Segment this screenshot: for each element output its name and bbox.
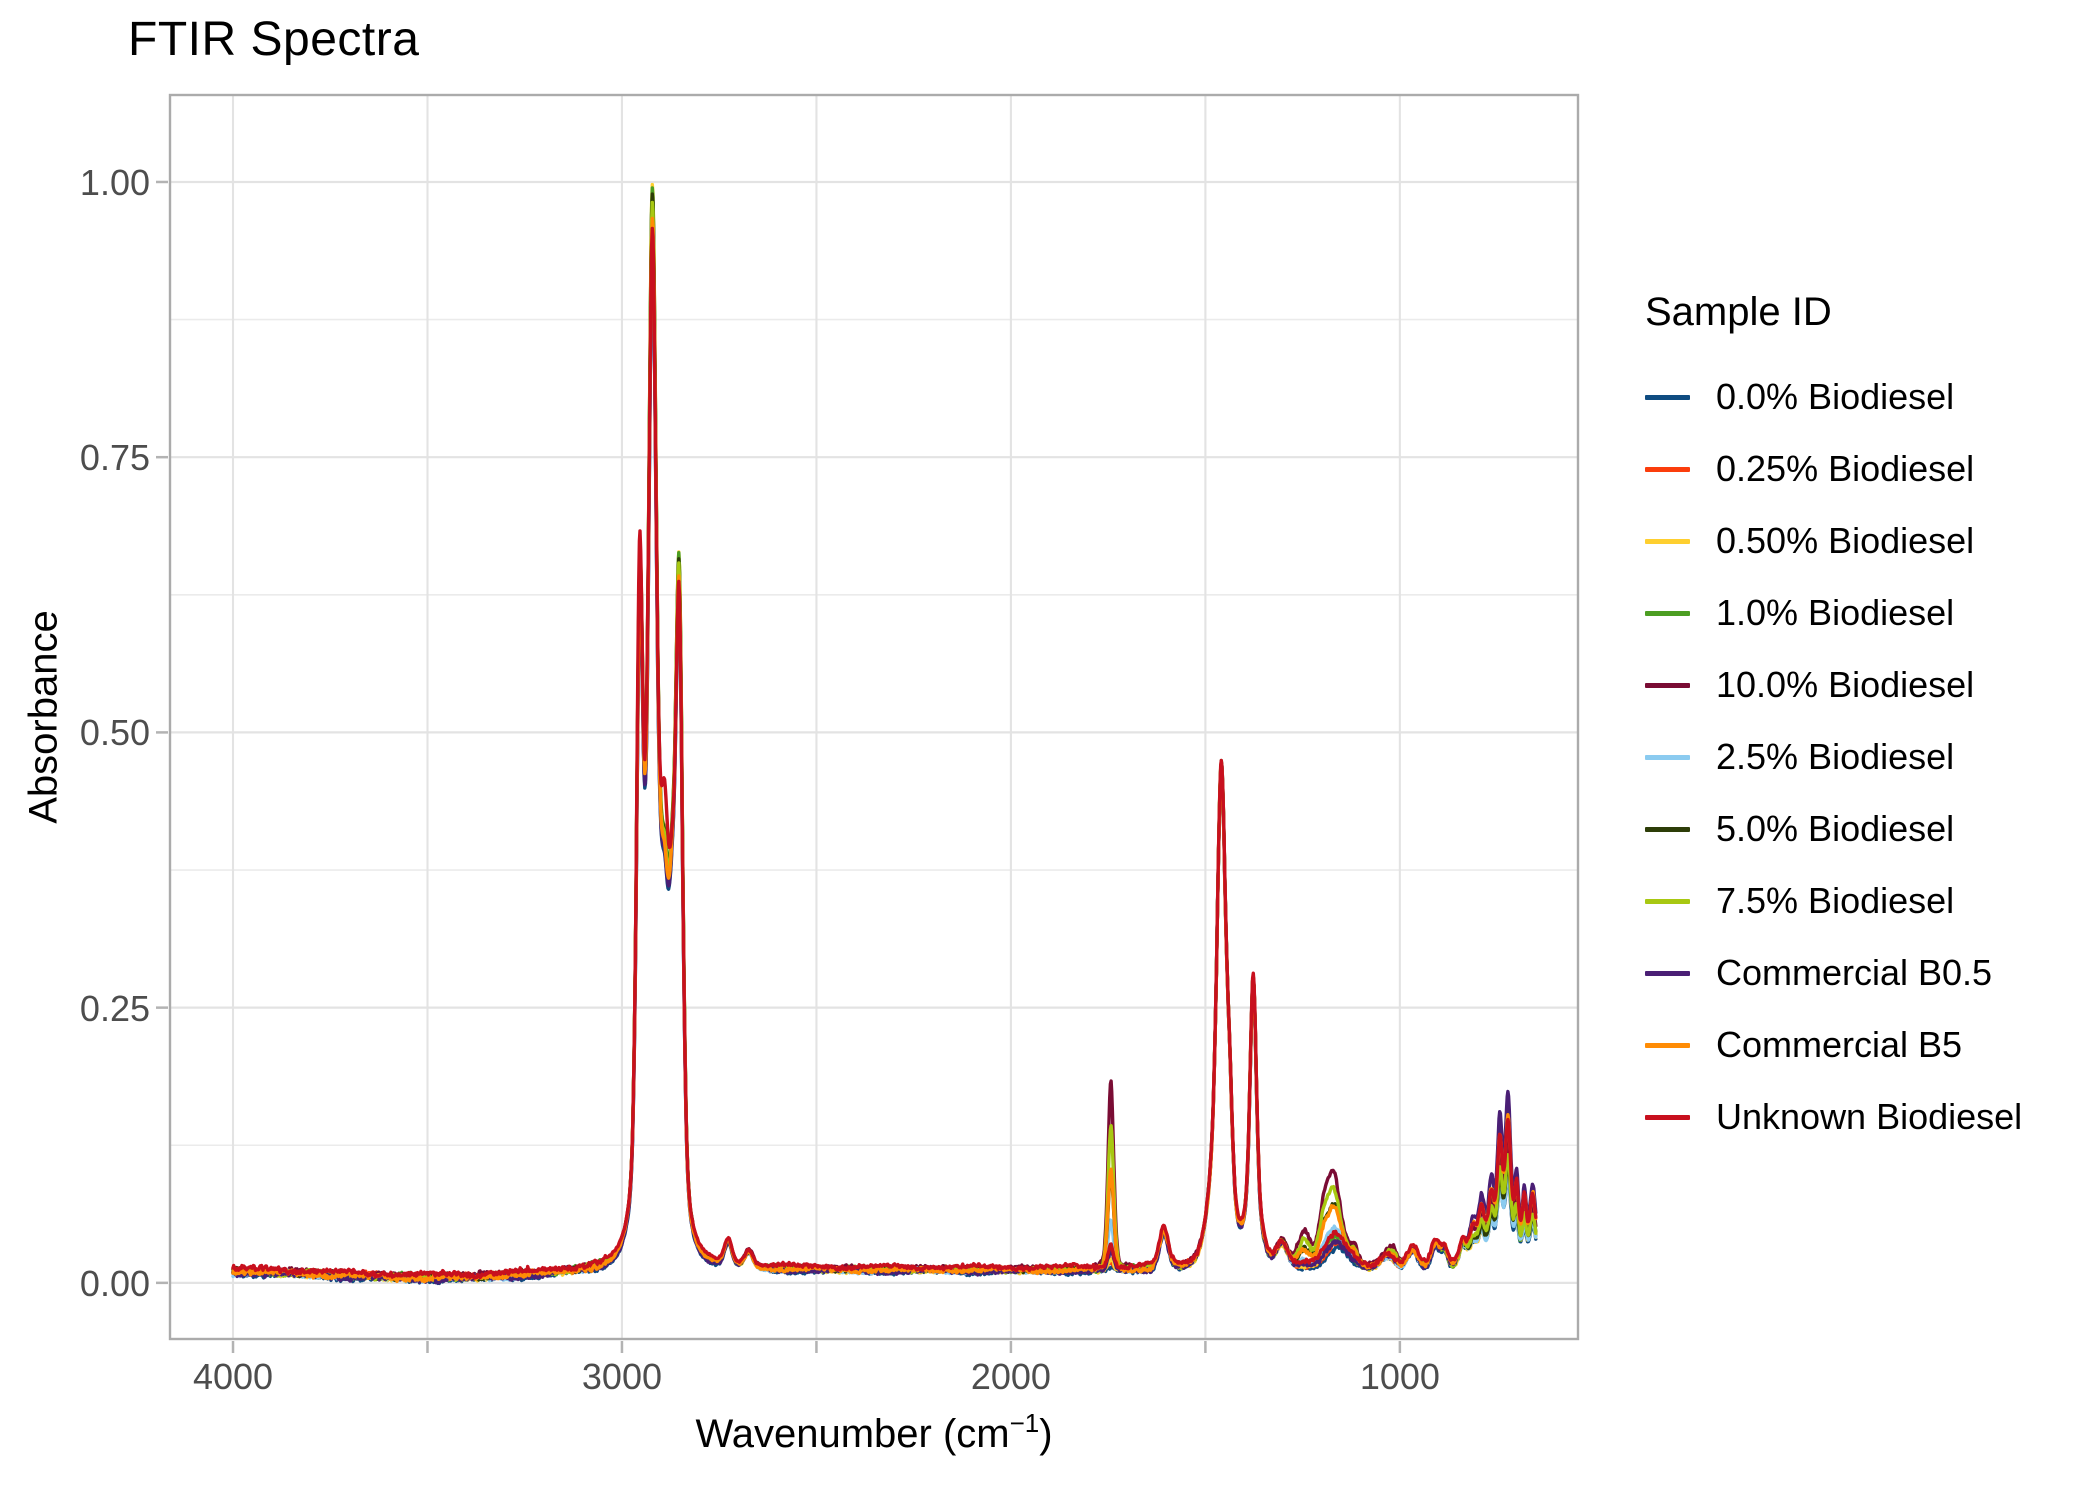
y-tick-label: 0.25 bbox=[79, 987, 150, 1029]
x-tick-label: 4000 bbox=[192, 1356, 274, 1397]
legend-item-label: Unknown Biodiesel bbox=[1716, 1096, 2023, 1137]
x-tick-label: 1000 bbox=[1359, 1356, 1440, 1397]
x-axis-title-close: ) bbox=[1039, 1412, 1053, 1456]
legend-key-line bbox=[1645, 970, 1690, 976]
legend-item: 10.0% Biodiesel bbox=[1645, 649, 2022, 721]
legend-key-line bbox=[1645, 394, 1690, 400]
legend-item: 0.25% Biodiesel bbox=[1645, 433, 2022, 505]
legend-item: 0.0% Biodiesel bbox=[1645, 361, 2022, 433]
legend-key-line bbox=[1645, 538, 1690, 544]
spectrum-line-commercial-b5 bbox=[231, 216, 1538, 1284]
spectrum-line-unknown-biodiesel bbox=[231, 226, 1538, 1280]
legend-item: Commercial B5 bbox=[1645, 1009, 2022, 1081]
legend-item: 2.5% Biodiesel bbox=[1645, 721, 2022, 793]
legend-item: 7.5% Biodiesel bbox=[1645, 865, 2022, 937]
legend-item: 1.0% Biodiesel bbox=[1645, 577, 2022, 649]
legend-item-label: 5.0% Biodiesel bbox=[1716, 808, 1955, 849]
legend-key-line bbox=[1645, 1042, 1690, 1048]
legend-item-label: 0.50% Biodiesel bbox=[1716, 520, 1975, 561]
y-tick-label: 0.75 bbox=[79, 437, 150, 479]
legend: Sample ID 0.0% Biodiesel 0.25% Biodiesel 0… bbox=[1645, 290, 2022, 1153]
x-tick-label: 3000 bbox=[581, 1356, 662, 1397]
legend-key-line bbox=[1645, 826, 1690, 832]
legend-item-label: 7.5% Biodiesel bbox=[1716, 880, 1955, 921]
legend-item-label: Commercial B5 bbox=[1716, 1024, 1963, 1065]
legend-key-line bbox=[1645, 1114, 1690, 1120]
legend-key-line bbox=[1645, 898, 1690, 904]
legend-item-label: Commercial B0.5 bbox=[1716, 952, 1993, 993]
legend-key-line bbox=[1645, 610, 1690, 616]
legend-title: Sample ID bbox=[1645, 290, 1832, 334]
legend-item-label: 0.0% Biodiesel bbox=[1716, 376, 1955, 417]
legend-key-line bbox=[1645, 466, 1690, 472]
legend-key-line bbox=[1645, 682, 1690, 688]
y-tick-label: 0.50 bbox=[79, 712, 150, 754]
legend-items: 0.0% Biodiesel 0.25% Biodiesel 0.50% Biodi… bbox=[1645, 361, 2022, 1153]
legend-item-label: 0.25% Biodiesel bbox=[1716, 448, 1975, 489]
legend-item: Unknown Biodiesel bbox=[1645, 1081, 2022, 1153]
y-tick-label: 0.00 bbox=[79, 1262, 150, 1304]
legend-item-label: 10.0% Biodiesel bbox=[1716, 664, 1975, 705]
x-axis-title-text: Wavenumber (cm bbox=[695, 1412, 1010, 1456]
x-tick-label: 2000 bbox=[970, 1356, 1051, 1397]
y-tick-label: 1.00 bbox=[79, 161, 150, 203]
chart-title: FTIR Spectra bbox=[128, 13, 420, 66]
legend-item-label: 1.0% Biodiesel bbox=[1716, 592, 1955, 633]
panel-border bbox=[168, 93, 1580, 1341]
legend-item-label: 2.5% Biodiesel bbox=[1716, 736, 1955, 777]
legend-item: 0.50% Biodiesel bbox=[1645, 505, 2022, 577]
legend-item: Commercial B0.5 bbox=[1645, 937, 2022, 1009]
legend-key-line bbox=[1645, 754, 1690, 760]
legend-item: 5.0% Biodiesel bbox=[1645, 793, 2022, 865]
x-axis-title-superscript: −1 bbox=[1009, 1408, 1040, 1438]
x-axis-title: Wavenumber (cm−1) bbox=[574, 1408, 1174, 1457]
